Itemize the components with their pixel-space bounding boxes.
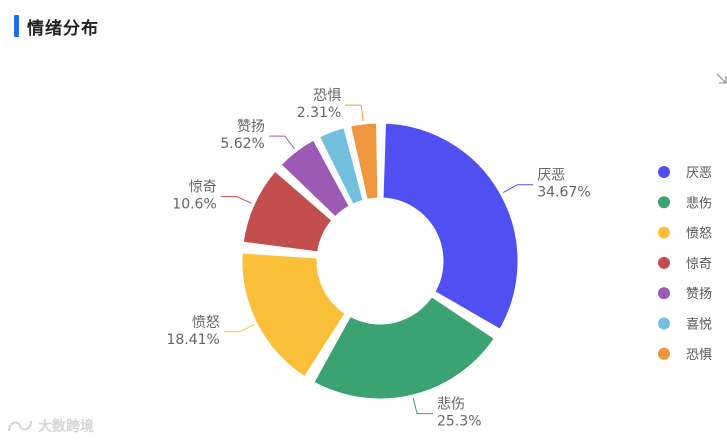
donut-slice-5[interactable] <box>316 125 366 207</box>
legend-label[interactable]: 赞扬 <box>686 287 712 302</box>
callout-value-label: 34.67% <box>537 185 590 201</box>
legend-marker-0[interactable] <box>658 166 670 178</box>
callout-line-0 <box>503 184 534 193</box>
chart-title: 情绪分布 <box>27 18 99 39</box>
callout-value-label: 5.62% <box>220 136 264 152</box>
legend-label[interactable]: 喜悦 <box>686 318 712 333</box>
download-icon[interactable] <box>715 68 727 90</box>
legend-marker-4[interactable] <box>658 287 670 300</box>
legend-marker-5[interactable] <box>658 317 670 330</box>
callout-value-label: 2.31% <box>297 105 341 121</box>
callout-category-label: 悲伤 <box>437 396 465 413</box>
callout-category-label: 惊奇 <box>189 179 217 196</box>
donut-slices <box>239 120 521 402</box>
title-accent-bar <box>14 15 19 37</box>
callout-line-4 <box>268 135 295 150</box>
callout-value-label: 10.6% <box>172 197 216 213</box>
callout-category-label: 厌恶 <box>537 168 565 184</box>
legend-label[interactable]: 厌恶 <box>686 166 712 181</box>
watermark: 大数跨境 <box>6 416 94 436</box>
donut-slice-0[interactable] <box>380 120 521 333</box>
chart-header: 情绪分布 <box>14 14 99 39</box>
legend-marker-3[interactable] <box>658 256 670 269</box>
callout-line-3 <box>220 196 252 204</box>
legend-marker-6[interactable] <box>658 347 670 360</box>
brand-logo-icon <box>8 420 32 432</box>
legend-marker-2[interactable] <box>658 226 670 239</box>
donut-slice-3[interactable] <box>240 168 335 255</box>
donut-slice-1[interactable] <box>311 293 498 402</box>
callout-line-1 <box>412 397 434 415</box>
donut-slice-2[interactable] <box>239 250 349 380</box>
callout-value-label: 25.3% <box>437 414 481 430</box>
donut-slice-4[interactable] <box>278 137 352 220</box>
legend-label[interactable]: 惊奇 <box>686 256 712 272</box>
callout-line-2 <box>223 324 255 333</box>
legend-marker-1[interactable] <box>658 196 670 209</box>
watermark-text: 大数跨境 <box>38 419 94 435</box>
callout-category-label: 愤怒 <box>192 315 220 331</box>
callout-category-label: 赞扬 <box>237 119 265 135</box>
callout-value-label: 18.41% <box>166 332 219 348</box>
legend-label[interactable]: 恐惧 <box>686 347 712 363</box>
callout-category-label: 恐惧 <box>313 88 341 104</box>
callout-line-6 <box>345 104 364 122</box>
legend-label[interactable]: 愤怒 <box>686 227 712 242</box>
donut-slice-6[interactable] <box>347 120 381 203</box>
legend-label[interactable]: 悲伤 <box>686 195 712 211</box>
